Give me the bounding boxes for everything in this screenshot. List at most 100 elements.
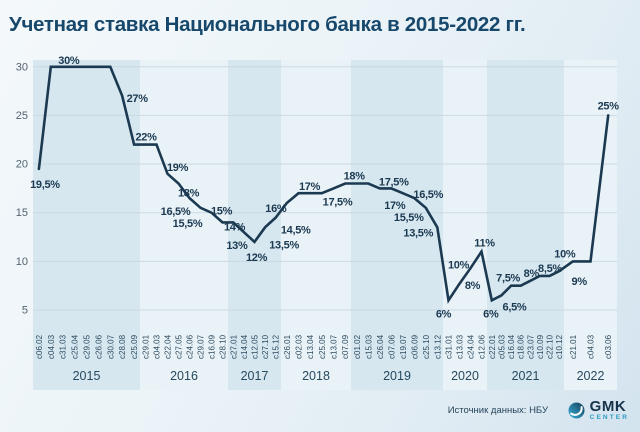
x-tick-label: с27.10 (261, 334, 270, 359)
x-tick-label: с28.08 (118, 334, 127, 359)
x-tick-label: с06.02 (35, 334, 44, 359)
data-label: 15,5% (173, 218, 203, 230)
data-label: 19% (167, 162, 189, 174)
data-label: 13,5% (269, 239, 299, 251)
source-note: Источник данных: НБУ (447, 405, 548, 416)
y-axis-label-5: 5 (22, 305, 28, 317)
x-tick-label: с26.04 (376, 334, 385, 359)
data-label: 13% (226, 240, 248, 252)
year-label-2022: 2022 (577, 369, 605, 383)
x-tick-label: с10.12 (555, 334, 564, 359)
x-tick-label: с12.06 (478, 334, 487, 359)
x-tick-label: с06.09 (410, 334, 419, 359)
x-tick-label: с13.07 (330, 334, 339, 359)
data-label: 8% (524, 268, 540, 280)
data-label: 7,5% (496, 273, 520, 285)
x-tick-label: с18.06 (517, 334, 526, 359)
y-axis-label-10: 10 (16, 256, 28, 268)
data-label: 6% (436, 308, 452, 320)
x-tick-label: с02.03 (295, 334, 304, 359)
data-label: 27% (127, 93, 149, 105)
data-label: 14% (224, 221, 246, 233)
x-tick-label: с30.07 (106, 334, 115, 359)
x-tick-label: с24.06 (186, 334, 195, 359)
data-label: 25% (598, 100, 620, 112)
x-tick-label: с13.03 (456, 334, 465, 359)
x-tick-label: с27.05 (175, 334, 184, 359)
x-tick-label: с04.03 (153, 334, 162, 359)
x-tick-label: с01.02 (353, 334, 362, 359)
year-label-2018: 2018 (302, 369, 330, 383)
x-tick-label: с31.03 (59, 334, 68, 359)
data-label: 15,5% (394, 212, 424, 224)
year-label-2016: 2016 (170, 369, 198, 383)
x-tick-label: с25.05 (318, 334, 327, 359)
y-axis-label-30: 30 (16, 61, 28, 73)
x-tick-label: с27.01 (229, 334, 238, 359)
data-label: 10% (448, 259, 470, 271)
data-label: 13,5% (403, 227, 433, 239)
x-tick-label: с16.04 (507, 334, 516, 359)
year-label-2017: 2017 (241, 369, 269, 383)
y-axis-label-25: 25 (16, 110, 28, 122)
x-tick-label: с26.01 (283, 334, 292, 359)
x-tick-label: с07.06 (387, 334, 396, 359)
gmk-logo-name: GMK (589, 398, 627, 415)
x-tick-label: с10.09 (536, 334, 545, 359)
x-tick-label: с13.04 (306, 334, 315, 359)
data-label: 17,5% (323, 196, 353, 208)
x-tick-label: с25.09 (130, 334, 139, 359)
x-tick-label: с14.04 (240, 334, 249, 359)
x-tick-label: с24.04 (467, 334, 476, 359)
x-tick-label: с22.04 (164, 334, 173, 359)
year-label-2015: 2015 (73, 369, 101, 383)
x-tick-label: с28.10 (219, 334, 228, 359)
x-tick-label: с29.05 (83, 334, 92, 359)
data-label: 18% (344, 171, 366, 183)
x-tick-label: с04.03 (587, 334, 596, 359)
y-axis-label-20: 20 (16, 159, 28, 171)
x-tick-label: с22.10 (546, 334, 555, 359)
gmk-logo-subname: CENTER (589, 414, 629, 421)
x-tick-label: с23.07 (526, 334, 535, 359)
data-label: 9% (572, 276, 588, 288)
x-tick-label: с12.05 (251, 334, 260, 359)
y-axis-label-15: 15 (16, 207, 28, 219)
data-label: 12% (246, 252, 268, 264)
data-label: 8,5% (538, 263, 562, 275)
data-label: 17,5% (379, 176, 409, 188)
data-label: 8% (465, 280, 481, 292)
year-label-2020: 2020 (451, 369, 479, 383)
data-label: 16,5% (413, 189, 443, 201)
x-tick-label: с22.01 (488, 334, 497, 359)
year-label-2019: 2019 (383, 369, 411, 383)
gmk-logo-icon (568, 402, 585, 419)
x-tick-label: с07.09 (341, 334, 350, 359)
x-tick-label: с29.01 (142, 334, 151, 359)
x-tick-label: с26.06 (94, 334, 103, 359)
x-tick-label: с19.07 (399, 334, 408, 359)
data-label: 6,5% (503, 301, 527, 313)
x-tick-label: с16.09 (208, 334, 217, 359)
x-tick-label: с03.06 (604, 334, 613, 359)
x-tick-label: с15.03 (364, 334, 373, 359)
data-label: 17% (384, 200, 406, 212)
data-label: 22% (135, 132, 157, 144)
data-label: 11% (474, 238, 495, 250)
data-label: 19,5% (30, 179, 60, 191)
data-label: 16,5% (161, 206, 191, 218)
page-title: Учетная ставка Национального банка в 201… (9, 13, 526, 36)
x-tick-label: с05.03 (497, 334, 506, 359)
x-tick-label: с04.03 (47, 334, 56, 359)
x-tick-label: с13.12 (433, 334, 442, 359)
data-label: 15% (211, 206, 233, 218)
x-tick-label: с31.01 (445, 334, 454, 359)
gmk-logo: GMK CENTER (568, 399, 629, 422)
x-tick-label: с25.10 (422, 334, 431, 359)
data-label: 10% (554, 248, 576, 260)
data-label: 18% (178, 188, 200, 200)
x-tick-label: с25.04 (71, 334, 80, 359)
data-label: 16% (265, 203, 287, 215)
